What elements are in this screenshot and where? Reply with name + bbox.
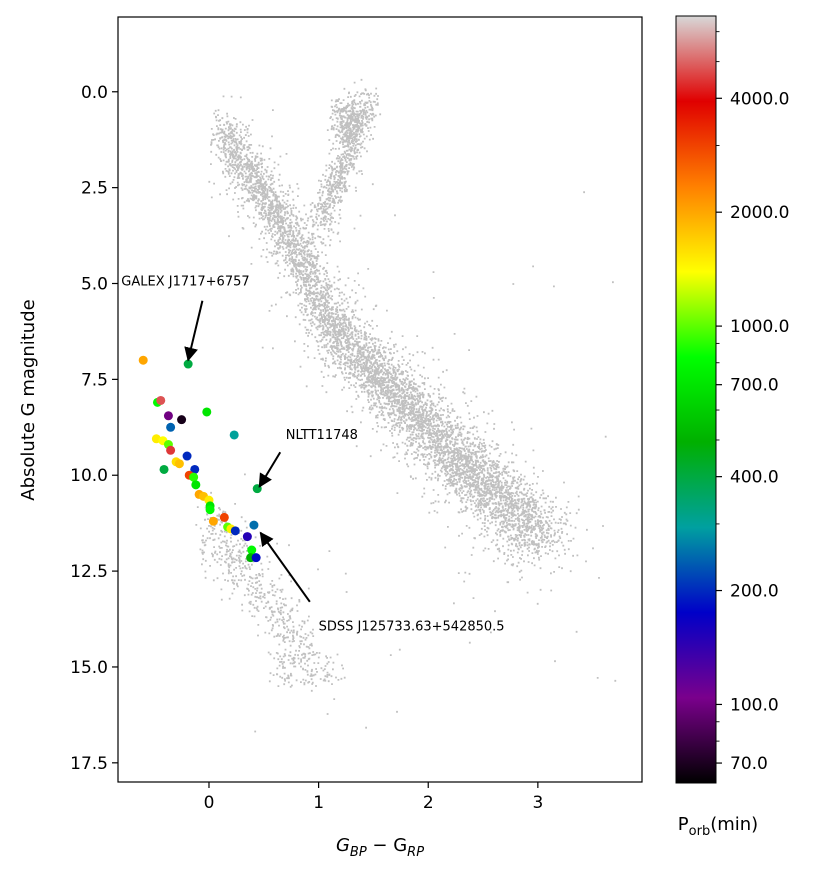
data-point-3 — [156, 395, 166, 405]
data-point-4 — [163, 411, 173, 421]
colorbar-tick-label-6: 2000.0 — [730, 203, 789, 223]
data-point-7 — [166, 422, 176, 432]
binary-systems-points — [138, 355, 262, 563]
colorbar-ticks: 70.0 100.0 200.0 400.0 700.0 1000.0 2000.0 4000… — [716, 31, 789, 774]
hr-diagram-background-stars — [195, 78, 617, 733]
data-point-19 — [189, 472, 199, 482]
data-point-33 — [242, 532, 252, 542]
data-point-6 — [202, 407, 212, 417]
colorbar-tick-label-5: 1000.0 — [730, 317, 789, 337]
data-point-5 — [177, 415, 187, 425]
data-point-34 — [247, 545, 257, 555]
y-tick-label-4: 10.0 — [70, 466, 108, 486]
annotations: GALEX J1717+6757 NLTT11748 SDSS J125733.63… — [121, 274, 504, 634]
data-point-13 — [182, 451, 192, 461]
annotation-arrow-0 — [184, 300, 204, 362]
data-point-20 — [191, 480, 201, 490]
data-point-0 — [138, 355, 148, 365]
colorbar-tick-label-4: 700.0 — [730, 376, 779, 396]
y-axis-title: Absolute G magnitude — [18, 299, 39, 500]
colorbar-tick-label-1: 100.0 — [730, 695, 779, 715]
annotation-label-0: GALEX J1717+6757 — [121, 274, 249, 289]
data-point-36 — [251, 553, 261, 563]
data-point-25 — [205, 505, 215, 515]
data-point-12 — [166, 445, 176, 455]
colorbar-tick-label-2: 200.0 — [730, 582, 779, 602]
y-tick-label-5: 12.5 — [70, 562, 108, 582]
plot-frame — [117, 16, 643, 783]
x-tick-label-3: 3 — [532, 793, 543, 813]
y-tick-label-7: 17.5 — [70, 754, 108, 774]
data-point-32 — [249, 520, 259, 530]
x-tick-label-0: 0 — [204, 793, 215, 813]
colorbar — [675, 15, 717, 784]
colorbar-label: Porb(min) — [678, 814, 758, 839]
data-point-17 — [190, 464, 200, 474]
data-point-16 — [159, 464, 169, 474]
annotation-label-1: NLTT11748 — [286, 428, 358, 443]
y-tick-label-0: 0.0 — [81, 83, 108, 103]
y-tick-label-3: 7.5 — [81, 370, 108, 390]
annotation-arrow-2 — [259, 531, 311, 603]
annotation-arrow-1 — [258, 451, 282, 488]
colorbar-tick-label-7: 4000.0 — [730, 89, 789, 109]
background-star-field — [195, 78, 617, 733]
y-tick-label-1: 2.5 — [81, 179, 108, 199]
y-axis: 0.0 2.5 5.0 7.5 10.0 12.5 15.0 17.5 — [70, 83, 118, 774]
colorbar-tick-label-3: 400.0 — [730, 468, 779, 488]
data-point-31 — [230, 526, 240, 536]
x-axis: 0 1 2 3 — [204, 782, 543, 813]
data-point-27 — [208, 516, 218, 526]
x-tick-label-2: 2 — [423, 793, 434, 813]
data-point-8 — [229, 430, 239, 440]
data-point-15 — [174, 459, 184, 469]
y-tick-label-2: 5.0 — [81, 275, 108, 295]
x-tick-label-1: 1 — [313, 793, 324, 813]
data-point-28 — [219, 512, 229, 522]
colorbar-tick-label-0: 70.0 — [730, 754, 768, 774]
annotation-label-2: SDSS J125733.63+542850.5 — [319, 620, 505, 635]
data-point-1 — [183, 359, 193, 369]
x-axis-title: GBP − GRP — [336, 835, 424, 860]
y-tick-label-6: 15.0 — [70, 658, 108, 678]
